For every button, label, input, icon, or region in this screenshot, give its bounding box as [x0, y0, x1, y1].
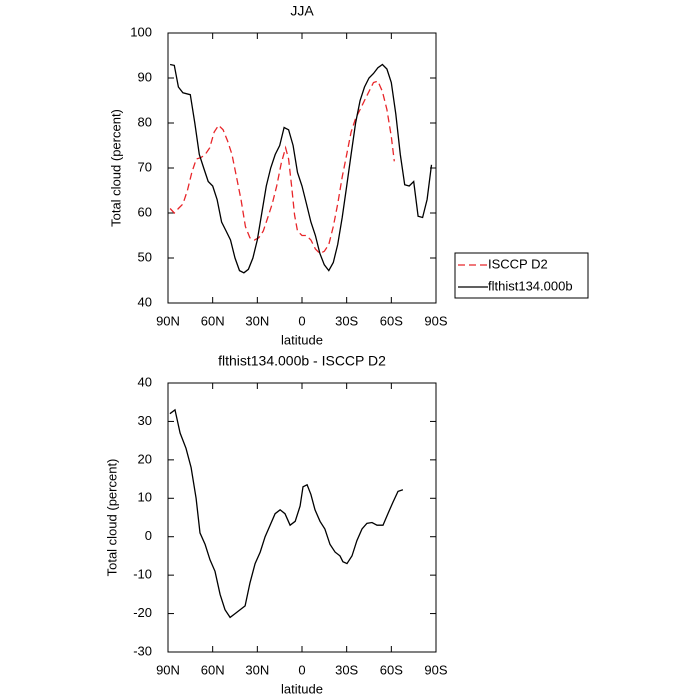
plot-frame — [167, 382, 437, 653]
x-tick-label: 60S — [380, 313, 403, 328]
x-tick-label: 30S — [335, 662, 358, 677]
data-line — [169, 408, 404, 619]
x-tick-label: 90N — [156, 313, 180, 328]
y-tick-label: 100 — [130, 24, 152, 39]
x-tick-label: 60N — [201, 313, 225, 328]
chart-title: JJA — [290, 3, 314, 19]
data-line — [169, 80, 395, 255]
y-tick-label: 60 — [138, 204, 152, 219]
y-tick-label: 30 — [138, 413, 152, 428]
y-tick-label: 70 — [138, 159, 152, 174]
x-tick-label: 90S — [424, 313, 447, 328]
data-line — [169, 63, 433, 274]
x-axis-label: latitude — [281, 332, 323, 347]
y-tick-label: 90 — [138, 69, 152, 84]
x-tick-label: 0 — [298, 662, 305, 677]
y-tick-label: 80 — [138, 114, 152, 129]
y-tick-label: 0 — [145, 528, 152, 543]
y-tick-label: 40 — [138, 374, 152, 389]
y-tick-label: 40 — [138, 294, 152, 309]
y-tick-label: -20 — [133, 605, 152, 620]
y-tick-label: -10 — [133, 567, 152, 582]
plot-frame — [167, 32, 437, 304]
y-axis-label: Total cloud (percent) — [104, 459, 119, 577]
x-tick-label: 60S — [380, 662, 403, 677]
x-tick-label: 30S — [335, 313, 358, 328]
y-tick-label: 50 — [138, 249, 152, 264]
x-tick-label: 0 — [298, 313, 305, 328]
x-tick-label: 60N — [201, 662, 225, 677]
legend-label: flthist134.000b — [488, 278, 573, 293]
y-axis-label: Total cloud (percent) — [108, 109, 123, 227]
y-tick-label: 20 — [138, 451, 152, 466]
x-axis-label: latitude — [281, 681, 323, 696]
legend-box — [454, 252, 589, 299]
x-tick-label: 30N — [245, 313, 269, 328]
y-tick-label: 10 — [138, 490, 152, 505]
y-tick-label: -30 — [133, 643, 152, 658]
legend-label: ISCCP D2 — [488, 256, 548, 271]
x-tick-label: 90S — [424, 662, 447, 677]
x-tick-label: 30N — [245, 662, 269, 677]
chart-title: flthist134.000b - ISCCP D2 — [218, 353, 386, 369]
x-tick-label: 90N — [156, 662, 180, 677]
